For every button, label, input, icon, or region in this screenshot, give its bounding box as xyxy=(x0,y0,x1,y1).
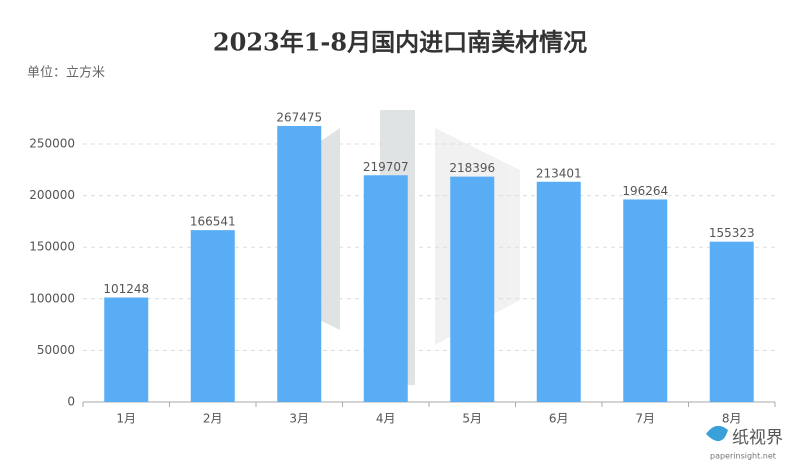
brand-name: 纸视界 xyxy=(732,428,783,448)
x-tick-label: 8月 xyxy=(722,412,742,426)
x-tick-label: 7月 xyxy=(635,412,655,426)
y-tick-label: 150000 xyxy=(29,240,75,254)
x-tick-label: 2月 xyxy=(203,412,223,426)
x-tick-label: 1月 xyxy=(116,412,136,426)
y-tick-label: 0 xyxy=(67,395,75,409)
chart-subtitle: 单位：立方米 xyxy=(27,65,105,81)
y-tick-label: 50000 xyxy=(37,343,75,357)
x-tick-label: 3月 xyxy=(289,412,309,426)
bar xyxy=(623,199,668,402)
bar xyxy=(104,297,149,402)
value-label: 155323 xyxy=(709,226,755,240)
brand: 纸视界 paperinsight.net xyxy=(706,425,783,461)
value-label: 213401 xyxy=(536,166,582,180)
y-tick-label: 200000 xyxy=(29,188,75,202)
bar xyxy=(277,125,322,403)
x-tick-label: 5月 xyxy=(462,412,482,426)
chart-title: 2023年1-8月国内进口南美材情况 xyxy=(213,28,587,57)
bar xyxy=(536,181,581,402)
y-tick-label: 250000 xyxy=(29,137,75,151)
y-tick-label: 100000 xyxy=(29,291,75,305)
x-tick-label: 4月 xyxy=(376,412,396,426)
value-label: 267475 xyxy=(276,110,322,124)
bar xyxy=(450,176,495,402)
value-label: 218396 xyxy=(449,161,495,175)
bar xyxy=(709,241,754,402)
value-label: 196264 xyxy=(622,184,668,198)
value-label: 219707 xyxy=(363,160,409,174)
value-label: 101248 xyxy=(103,282,149,296)
brand-url: paperinsight.net xyxy=(710,452,776,461)
bar xyxy=(363,175,408,402)
x-tick-label: 6月 xyxy=(549,412,569,426)
value-label: 166541 xyxy=(190,215,236,229)
bar xyxy=(190,230,235,402)
